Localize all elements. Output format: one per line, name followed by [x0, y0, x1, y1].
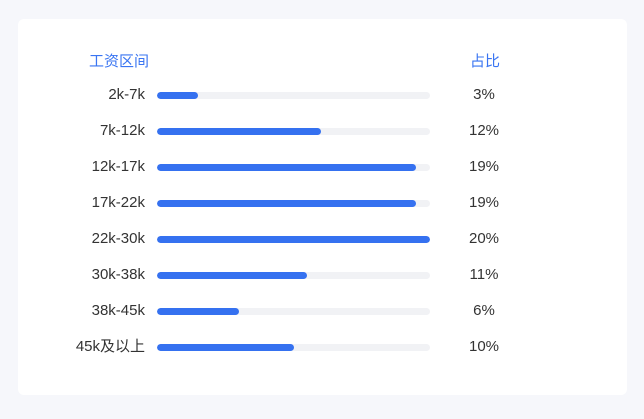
bar-fill: [157, 272, 307, 279]
bar-row: 45k及以上 10%: [18, 338, 627, 356]
bar-row: 17k-22k 19%: [18, 194, 627, 212]
value-label: 19%: [468, 158, 500, 175]
bar-row: 12k-17k 19%: [18, 158, 627, 176]
bar-fill: [157, 128, 321, 135]
category-label: 2k-7k: [108, 86, 145, 103]
bar-row: 38k-45k 6%: [18, 302, 627, 320]
value-label: 6%: [473, 302, 495, 319]
bar-fill: [157, 344, 294, 351]
bar-fill: [157, 164, 416, 171]
bar-fill: [157, 200, 416, 207]
value-label: 3%: [473, 86, 495, 103]
bar-track: [157, 272, 430, 279]
bar-fill: [157, 308, 239, 315]
column-header-ratio: 占比: [470, 53, 501, 70]
category-label: 38k-45k: [91, 302, 145, 319]
bar-track: [157, 200, 430, 207]
value-label: 12%: [468, 122, 500, 139]
salary-distribution-card: 工资区间 占比 2k-7k 3% 7k-12k 12% 12k-17k 19% 17k-22…: [18, 19, 627, 395]
column-header-salary-range: 工资区间: [89, 53, 150, 70]
bar-track: [157, 164, 430, 171]
bar-track: [157, 308, 430, 315]
bar-row: 22k-30k 20%: [18, 230, 627, 248]
category-label: 45k及以上: [75, 338, 145, 355]
bar-row: 2k-7k 3%: [18, 86, 627, 104]
category-label: 12k-17k: [91, 158, 145, 175]
value-label: 19%: [468, 194, 500, 211]
bar-fill: [157, 92, 198, 99]
bar-fill: [157, 236, 430, 243]
bar-track: [157, 344, 430, 351]
value-label: 10%: [468, 338, 500, 355]
value-label: 20%: [468, 230, 500, 247]
bar-row: 7k-12k 12%: [18, 122, 627, 140]
category-label: 7k-12k: [99, 122, 145, 139]
value-label: 11%: [469, 266, 499, 283]
category-label: 30k-38k: [91, 266, 145, 283]
bar-track: [157, 92, 430, 99]
category-label: 17k-22k: [91, 194, 145, 211]
bar-track: [157, 128, 430, 135]
bar-track: [157, 236, 430, 243]
category-label: 22k-30k: [91, 230, 145, 247]
bar-row: 30k-38k 11%: [18, 266, 627, 284]
